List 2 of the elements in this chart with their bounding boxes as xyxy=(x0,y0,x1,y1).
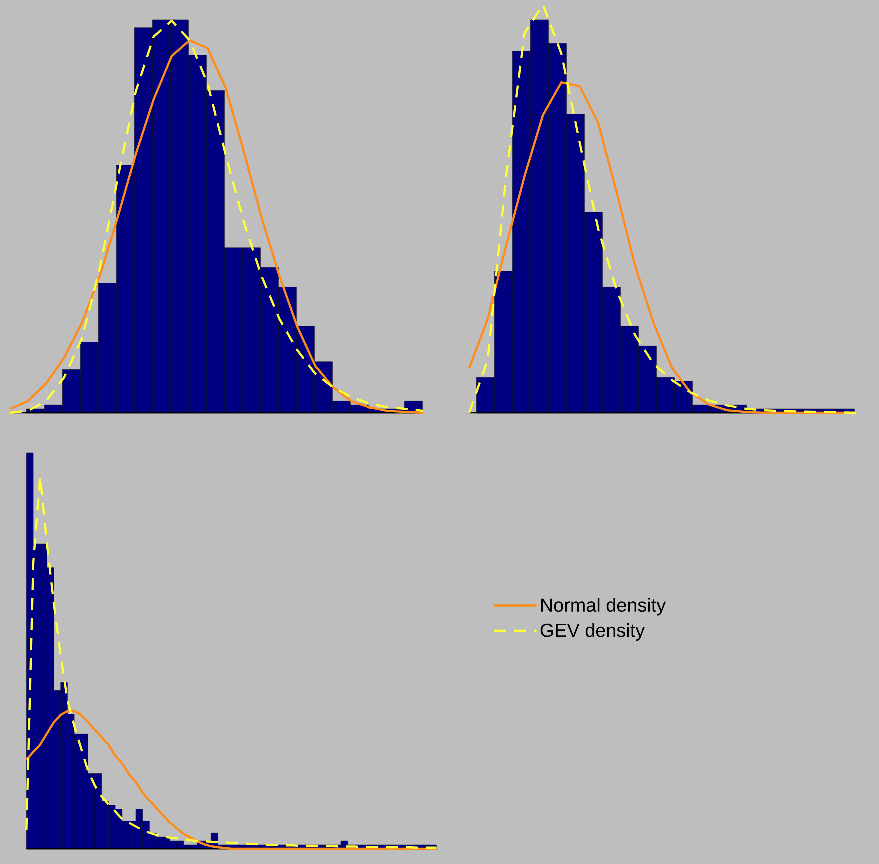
legend-label: Normal density xyxy=(541,598,666,616)
legend-label: GEV density xyxy=(540,623,646,641)
